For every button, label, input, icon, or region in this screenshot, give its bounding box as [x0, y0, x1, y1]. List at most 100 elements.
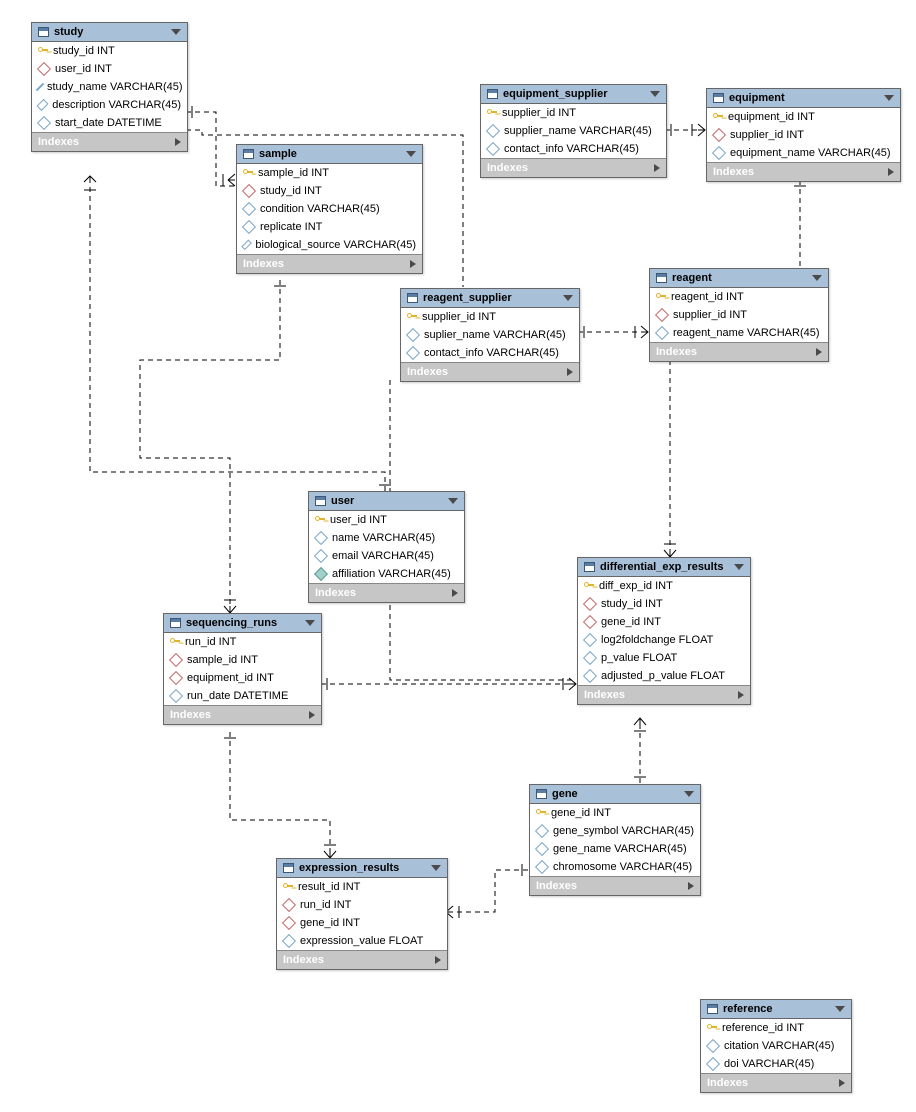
column-row: equipment_name VARCHAR(45): [707, 144, 900, 162]
entity-header[interactable]: sample: [237, 145, 422, 164]
column-row: condition VARCHAR(45): [237, 200, 422, 218]
pk-icon: [315, 515, 325, 525]
indexes-footer[interactable]: Indexes: [650, 342, 828, 361]
column-label: gene_id INT: [300, 917, 360, 929]
expand-icon[interactable]: [452, 589, 458, 597]
entity-body: reference_id INT citation VARCHAR(45) do…: [701, 1019, 851, 1073]
entity-reagent-supplier[interactable]: reagent_supplier supplier_id INT suplier…: [400, 288, 580, 382]
entity-header[interactable]: study: [32, 23, 187, 42]
entity-sequencing-runs[interactable]: sequencing_runs run_id INT sample_id INT…: [163, 613, 322, 725]
column-label: supplier_id INT: [730, 129, 804, 141]
entity-header[interactable]: reference: [701, 1000, 851, 1019]
attr-icon: [37, 116, 51, 130]
entity-header[interactable]: user: [309, 492, 464, 511]
indexes-footer[interactable]: Indexes: [578, 685, 750, 704]
column-label: adjusted_p_value FLOAT: [601, 670, 725, 682]
indexes-footer[interactable]: Indexes: [32, 132, 187, 151]
column-row: suplier_name VARCHAR(45): [401, 326, 579, 344]
expand-icon[interactable]: [888, 168, 894, 176]
entity-title: sequencing_runs: [186, 617, 277, 629]
entity-study[interactable]: study study_id INT user_id INT study_nam…: [31, 22, 188, 152]
collapse-icon[interactable]: [305, 620, 315, 626]
entity-header[interactable]: reagent: [650, 269, 828, 288]
expand-icon[interactable]: [738, 691, 744, 699]
entity-reagent[interactable]: reagent reagent_id INT supplier_id INT r…: [649, 268, 829, 362]
pk-icon: [170, 637, 180, 647]
column-label: supplier_name VARCHAR(45): [504, 125, 652, 137]
collapse-icon[interactable]: [684, 791, 694, 797]
expand-icon[interactable]: [567, 368, 573, 376]
column-row: citation VARCHAR(45): [701, 1037, 851, 1055]
entity-header[interactable]: sequencing_runs: [164, 614, 321, 633]
collapse-icon[interactable]: [171, 29, 181, 35]
entity-header[interactable]: gene: [530, 785, 700, 804]
column-row: email VARCHAR(45): [309, 547, 464, 565]
column-row: run_id INT: [277, 896, 447, 914]
entity-title: reference: [723, 1003, 773, 1015]
column-label: start_date DATETIME: [55, 117, 162, 129]
entity-header[interactable]: differential_exp_results: [578, 558, 750, 577]
entity-title: expression_results: [299, 862, 399, 874]
collapse-icon[interactable]: [812, 275, 822, 281]
expand-icon[interactable]: [839, 1079, 845, 1087]
entity-equipment[interactable]: equipment equipment_id INT supplier_id I…: [706, 88, 901, 182]
entity-body: supplier_id INT suplier_name VARCHAR(45)…: [401, 308, 579, 362]
collapse-icon[interactable]: [734, 564, 744, 570]
column-row: expression_value FLOAT: [277, 932, 447, 950]
entity-user[interactable]: user user_id INT name VARCHAR(45) email …: [308, 491, 465, 603]
column-row: contact_info VARCHAR(45): [481, 140, 666, 158]
indexes-footer[interactable]: Indexes: [481, 158, 666, 177]
collapse-icon[interactable]: [884, 95, 894, 101]
collapse-icon[interactable]: [835, 1006, 845, 1012]
indexes-footer[interactable]: Indexes: [530, 876, 700, 895]
indexes-footer[interactable]: Indexes: [701, 1073, 851, 1092]
expand-icon[interactable]: [816, 348, 822, 356]
column-row: diff_exp_id INT: [578, 577, 750, 595]
entity-body: supplier_id INT supplier_name VARCHAR(45…: [481, 104, 666, 158]
entity-expression-results[interactable]: expression_results result_id INT run_id …: [276, 858, 448, 970]
indexes-footer[interactable]: Indexes: [401, 362, 579, 381]
expand-icon[interactable]: [175, 138, 181, 146]
expand-icon[interactable]: [309, 711, 315, 719]
entity-header[interactable]: equipment_supplier: [481, 85, 666, 104]
attr-icon: [486, 142, 500, 156]
indexes-footer[interactable]: Indexes: [277, 950, 447, 969]
fk-icon: [712, 128, 726, 142]
indexes-footer[interactable]: Indexes: [309, 583, 464, 602]
indexes-footer[interactable]: Indexes: [707, 162, 900, 181]
indexes-footer[interactable]: Indexes: [237, 254, 422, 273]
entity-reference[interactable]: reference reference_id INT citation VARC…: [700, 999, 852, 1093]
attr-icon: [241, 240, 252, 251]
entity-title: sample: [259, 148, 297, 160]
entity-header[interactable]: equipment: [707, 89, 900, 108]
collapse-icon[interactable]: [406, 151, 416, 157]
entity-gene[interactable]: gene gene_id INT gene_symbol VARCHAR(45)…: [529, 784, 701, 896]
entity-header[interactable]: expression_results: [277, 859, 447, 878]
entity-sample[interactable]: sample sample_id INT study_id INT condit…: [236, 144, 423, 274]
collapse-icon[interactable]: [448, 498, 458, 504]
indexes-label: Indexes: [487, 162, 528, 174]
indexes-footer[interactable]: Indexes: [164, 705, 321, 724]
collapse-icon[interactable]: [650, 91, 660, 97]
expand-icon[interactable]: [654, 164, 660, 172]
entity-header[interactable]: reagent_supplier: [401, 289, 579, 308]
column-label: user_id INT: [330, 514, 387, 526]
pk-icon: [283, 882, 293, 892]
collapse-icon[interactable]: [431, 865, 441, 871]
column-label: supplier_id INT: [422, 311, 496, 323]
column-row: supplier_name VARCHAR(45): [481, 122, 666, 140]
expand-icon[interactable]: [410, 260, 416, 268]
column-label: sample_id INT: [258, 167, 329, 179]
collapse-icon[interactable]: [563, 295, 573, 301]
table-icon: [243, 149, 254, 159]
entity-differential-exp-results[interactable]: differential_exp_results diff_exp_id INT…: [577, 557, 751, 705]
entity-equipment-supplier[interactable]: equipment_supplier supplier_id INT suppl…: [480, 84, 667, 178]
expand-icon[interactable]: [435, 956, 441, 964]
column-row: run_id INT: [164, 633, 321, 651]
column-label: sample_id INT: [187, 654, 258, 666]
entity-title: equipment_supplier: [503, 88, 608, 100]
fk-icon: [583, 615, 597, 629]
table-icon: [487, 89, 498, 99]
expand-icon[interactable]: [688, 882, 694, 890]
indexes-label: Indexes: [584, 689, 625, 701]
